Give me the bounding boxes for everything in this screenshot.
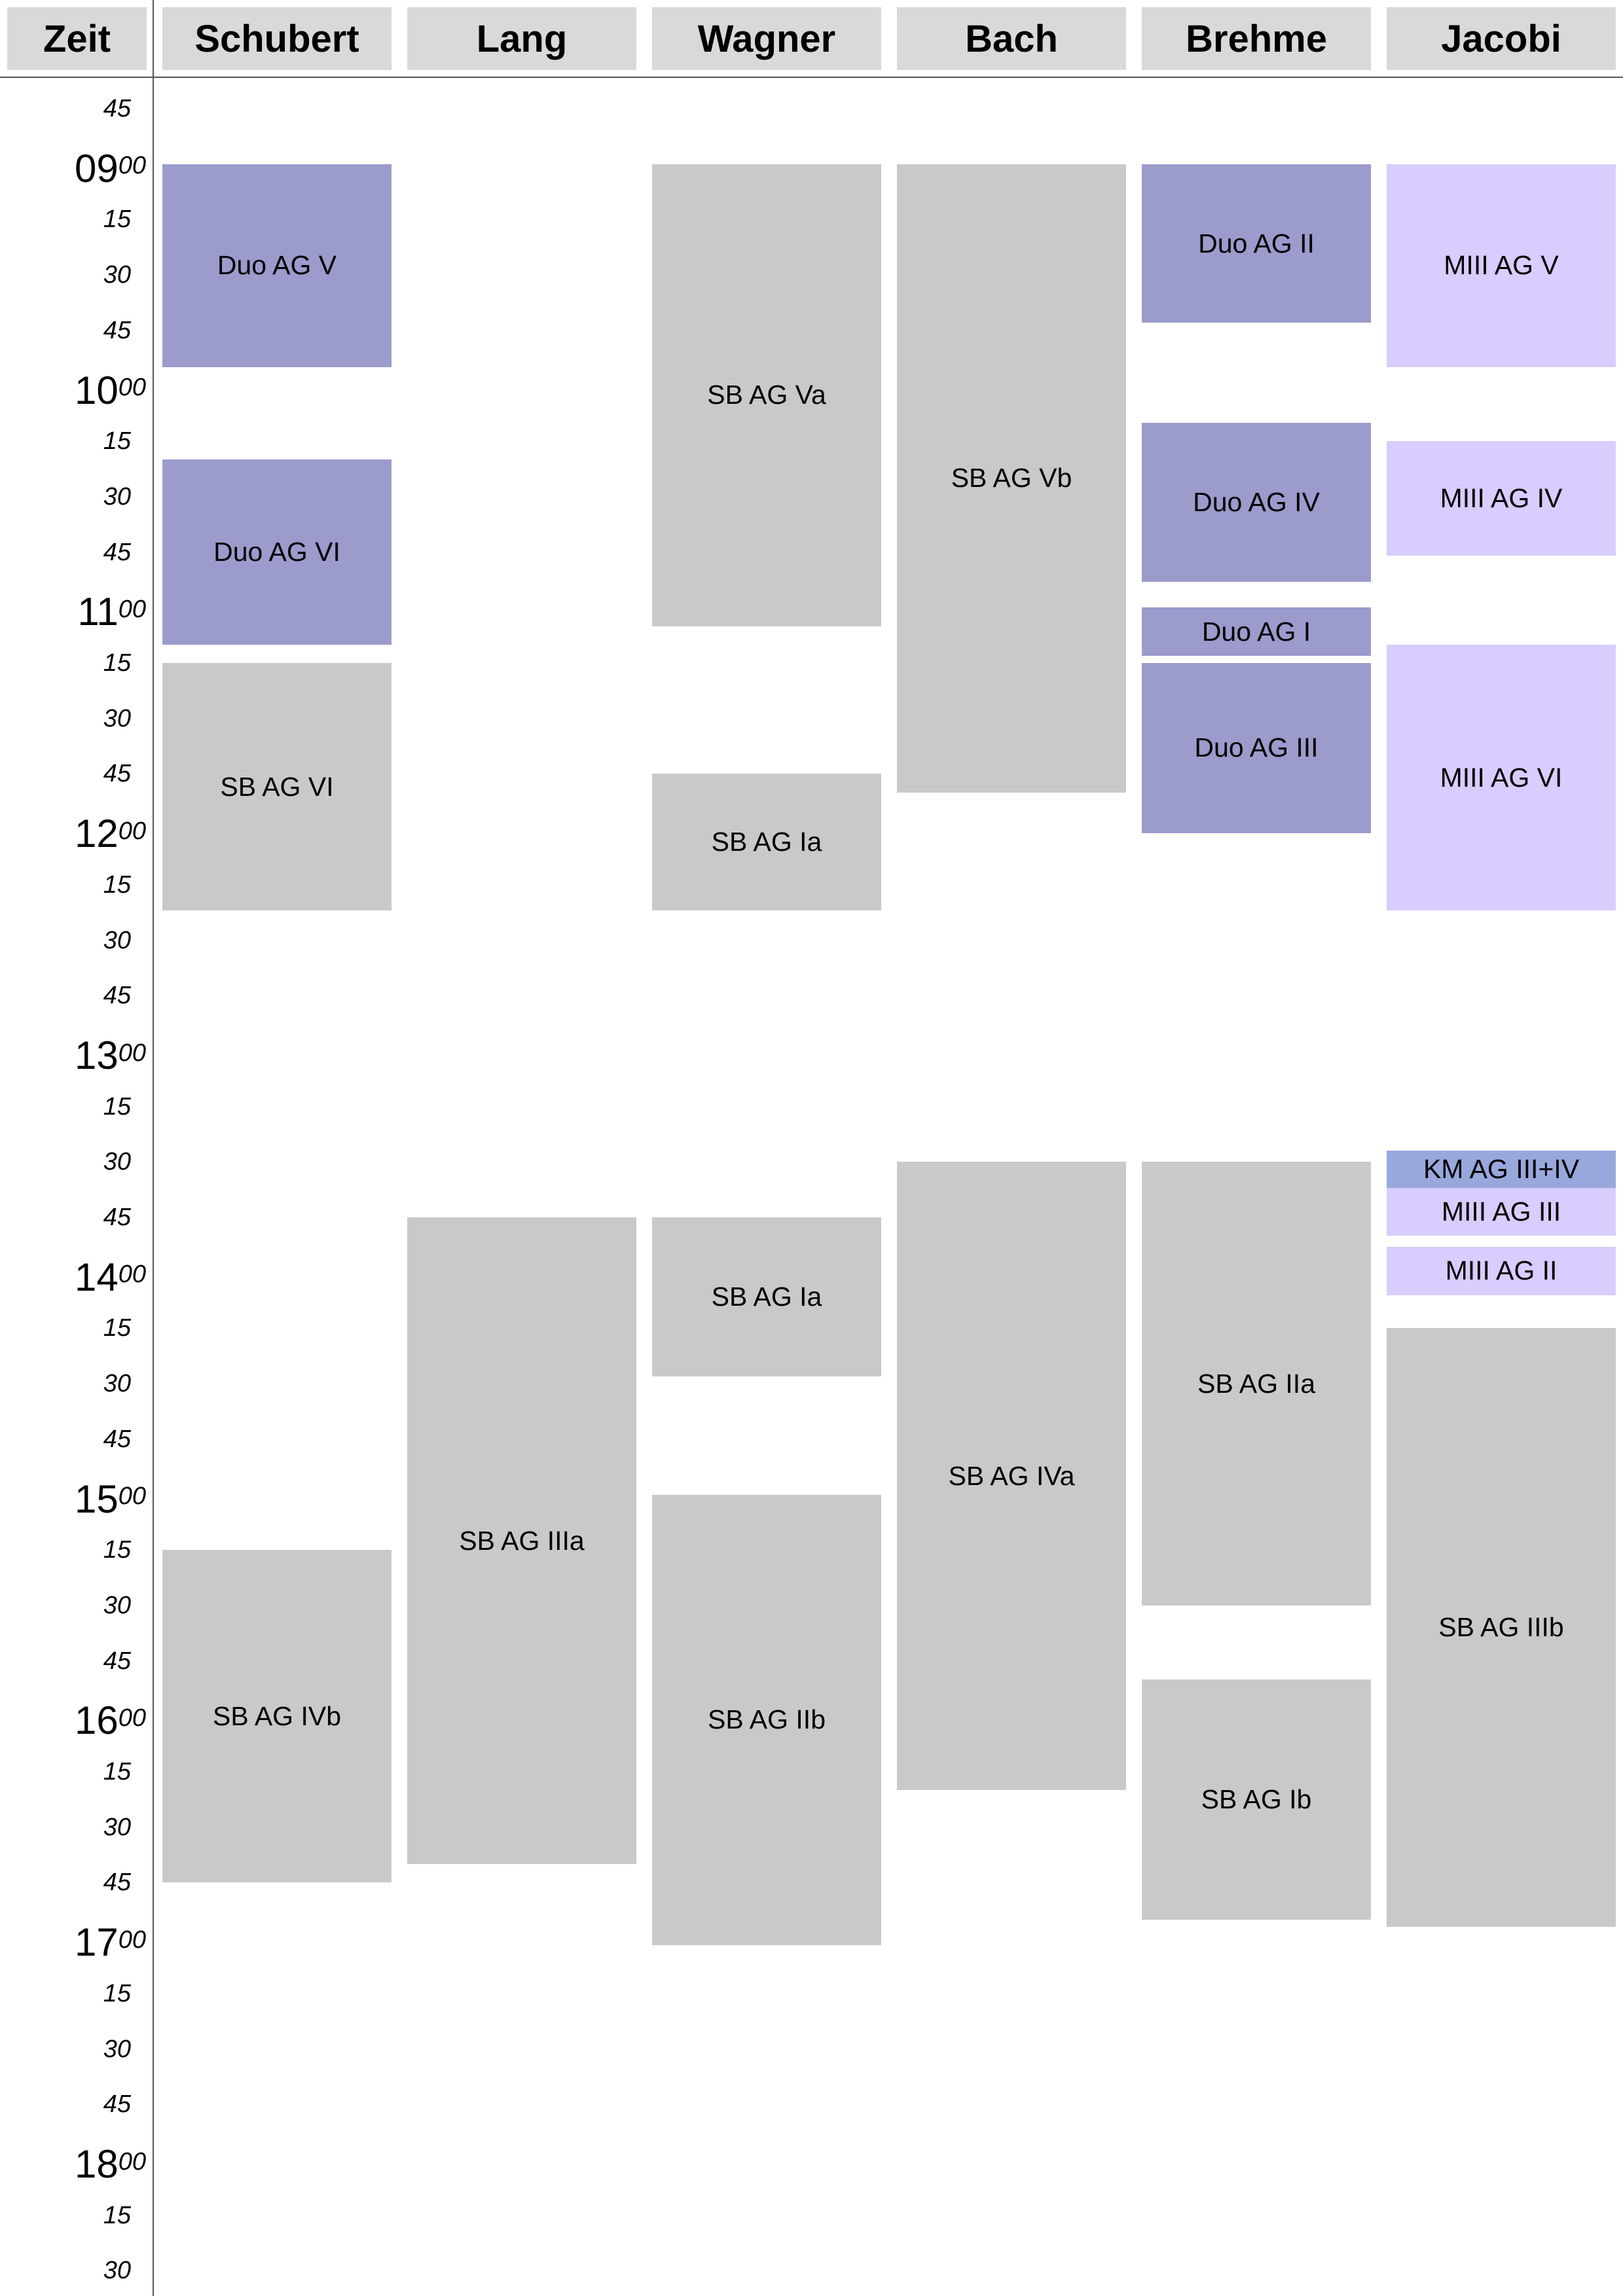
hour-digits: 10 <box>74 368 119 412</box>
time-tick-label: 15 <box>103 649 131 677</box>
minute-superscript: 00 <box>118 374 146 402</box>
hour-digits: 12 <box>74 812 119 856</box>
header-col-wagner: Wagner <box>652 7 881 70</box>
hour-digits: 18 <box>74 2142 119 2186</box>
time-tick-label: 30 <box>103 2257 131 2285</box>
minute-superscript: 00 <box>118 1704 146 1732</box>
time-tick-label: 30 <box>103 1370 131 1398</box>
event-block-duo[interactable]: Duo AG I <box>1142 607 1371 656</box>
header-col-lang: Lang <box>407 7 636 70</box>
time-tick-label: 45 <box>103 538 131 566</box>
time-tick-label: 45 <box>103 1869 131 1897</box>
header-col-jacobi: Jacobi <box>1387 7 1616 70</box>
time-tick-label: 45 <box>103 1647 131 1675</box>
time-tick-label: 45 <box>103 95 131 122</box>
event-block-duo[interactable]: Duo AG V <box>162 164 392 368</box>
time-axis-divider <box>153 0 154 2296</box>
time-tick-label: 30 <box>103 261 131 289</box>
time-hour-label: 1700 <box>0 1920 146 1976</box>
minute-superscript: 00 <box>118 1482 146 1511</box>
event-block-sb[interactable]: SB AG IIIa <box>407 1217 636 1865</box>
time-hour-label: 1600 <box>0 1698 146 1754</box>
minute-superscript: 00 <box>118 1926 146 1954</box>
event-block-sb[interactable]: SB AG Ia <box>652 774 881 911</box>
event-block-sb[interactable]: SB AG IVb <box>162 1550 392 1883</box>
time-tick-label: 30 <box>103 926 131 954</box>
time-tick-label: 15 <box>103 1979 131 2007</box>
time-tick-label: 15 <box>103 1536 131 1564</box>
time-tick-label: 15 <box>103 2201 131 2229</box>
event-block-sb[interactable]: SB AG IVa <box>897 1162 1126 1791</box>
time-hour-label: 1400 <box>0 1255 146 1311</box>
minute-superscript: 00 <box>118 595 146 623</box>
event-block-sb[interactable]: SB AG IIa <box>1142 1162 1371 1605</box>
time-tick-label: 45 <box>103 982 131 1010</box>
time-tick-label: 30 <box>103 1813 131 1841</box>
hour-digits: 09 <box>74 146 119 190</box>
time-tick-label: 15 <box>103 870 131 899</box>
event-block-sb[interactable]: SB AG Ib <box>1142 1679 1371 1920</box>
hour-digits: 13 <box>74 1033 119 1077</box>
header-col-bach: Bach <box>897 7 1126 70</box>
time-tick-label: 15 <box>103 206 131 234</box>
event-block-duo[interactable]: Duo AG VI <box>162 459 392 645</box>
event-block-duo[interactable]: Duo AG III <box>1142 663 1371 833</box>
event-block-duo[interactable]: Duo AG IV <box>1142 422 1371 582</box>
event-block-duo[interactable]: Duo AG II <box>1142 164 1371 323</box>
event-block-sb[interactable]: SB AG Ia <box>652 1217 881 1376</box>
time-hour-label: 1800 <box>0 2142 146 2198</box>
minute-superscript: 00 <box>118 152 146 180</box>
time-tick-label: 30 <box>103 482 131 511</box>
event-block-miii[interactable]: MIII AG II <box>1387 1247 1616 1295</box>
event-block-km[interactable]: KM AG III+IV <box>1387 1151 1616 1188</box>
event-block-miii[interactable]: MIII AG VI <box>1387 644 1616 911</box>
header-divider <box>0 77 1623 78</box>
hour-digits: 17 <box>74 1920 119 1965</box>
time-tick-label: 45 <box>103 316 131 344</box>
event-block-miii[interactable]: MIII AG V <box>1387 164 1616 368</box>
hour-digits: 11 <box>77 590 119 634</box>
time-tick-label: 45 <box>103 760 131 788</box>
header-col-brehme: Brehme <box>1142 7 1371 70</box>
event-block-sb[interactable]: SB AG IIb <box>652 1494 881 1946</box>
event-block-sb[interactable]: SB AG Vb <box>897 164 1126 793</box>
time-tick-label: 45 <box>103 1425 131 1453</box>
time-hour-label: 1200 <box>0 811 146 867</box>
hour-digits: 16 <box>74 1698 119 1743</box>
time-tick-label: 30 <box>103 1148 131 1176</box>
time-tick-label: 15 <box>103 1758 131 1785</box>
hour-digits: 14 <box>74 1255 119 1299</box>
time-tick-label: 15 <box>103 1314 131 1342</box>
time-hour-label: 1000 <box>0 368 146 424</box>
time-tick-label: 45 <box>103 1204 131 1231</box>
event-block-miii[interactable]: MIII AG IV <box>1387 441 1616 556</box>
header-time: Zeit <box>7 7 147 70</box>
hour-digits: 15 <box>74 1477 119 1521</box>
event-block-sb[interactable]: SB AG Va <box>652 164 881 626</box>
time-tick-label: 30 <box>103 2035 131 2063</box>
time-tick-label: 15 <box>103 427 131 456</box>
event-block-sb[interactable]: SB AG IIIb <box>1387 1328 1616 1928</box>
event-block-sb[interactable]: SB AG VI <box>162 663 392 911</box>
minute-superscript: 00 <box>118 817 146 845</box>
time-tick-label: 45 <box>103 2090 131 2119</box>
time-tick-label: 30 <box>103 1591 131 1619</box>
time-tick-label: 15 <box>103 1092 131 1121</box>
time-tick-label: 30 <box>103 704 131 732</box>
time-hour-label: 1500 <box>0 1477 146 1533</box>
time-hour-label: 0900 <box>0 146 146 202</box>
time-hour-label: 1300 <box>0 1033 146 1089</box>
header-col-schubert: Schubert <box>162 7 392 70</box>
minute-superscript: 00 <box>118 1261 146 1289</box>
event-block-miii[interactable]: MIII AG III <box>1387 1187 1616 1236</box>
minute-superscript: 00 <box>118 2147 146 2176</box>
minute-superscript: 00 <box>118 1039 146 1067</box>
time-hour-label: 1100 <box>0 589 146 645</box>
